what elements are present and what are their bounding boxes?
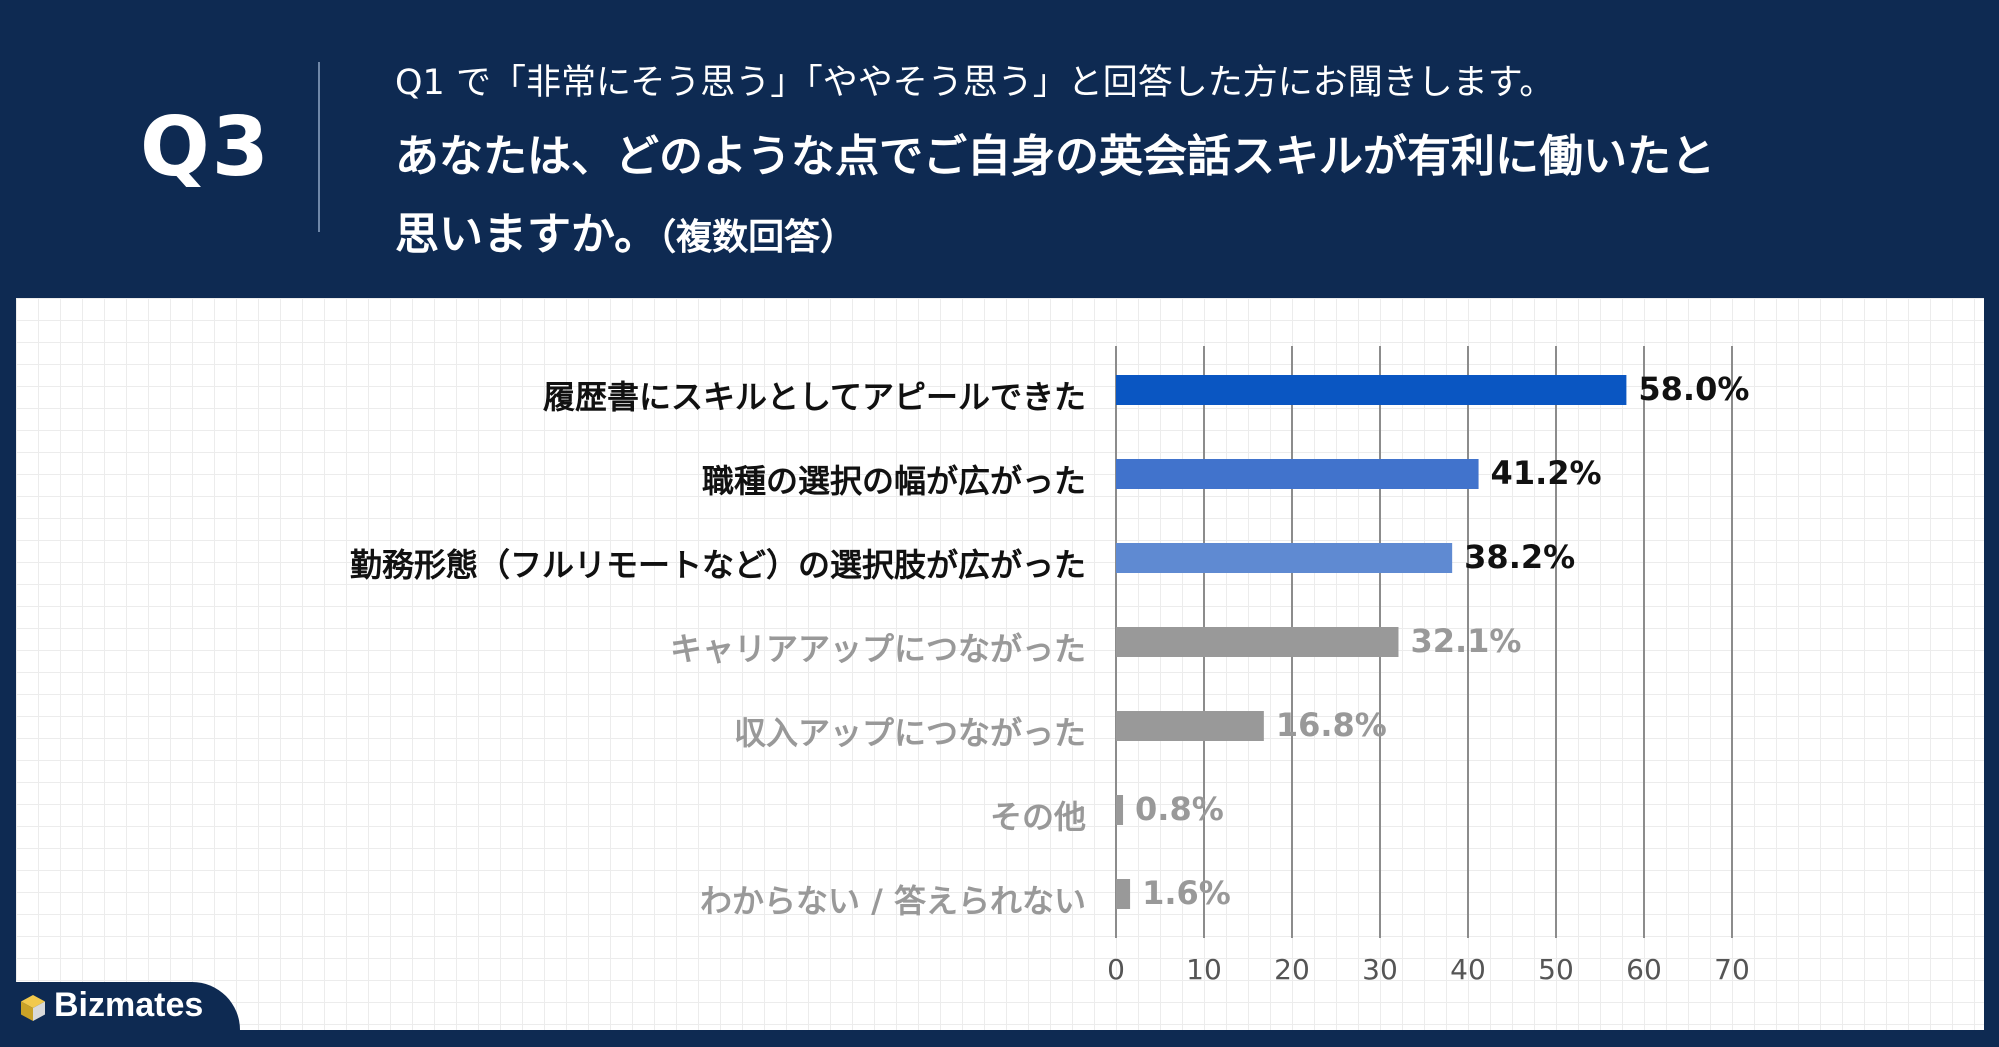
x-tick-label: 30 [1362, 953, 1398, 986]
data-label: 16.8% [1276, 706, 1387, 744]
bar [1116, 543, 1453, 573]
data-label: 38.2% [1464, 538, 1575, 576]
chart-panel: 0 10 20 30 40 50 60 70 履歴書にスキルとしてアピールできた 58.0% 職種の… [16, 298, 1984, 1030]
x-tick-label: 50 [1538, 953, 1574, 986]
question-note: （複数回答） [658, 217, 857, 258]
bar [1116, 375, 1627, 405]
category-label: キャリアアップにつながった [670, 630, 1086, 668]
x-tick-label: 10 [1186, 953, 1222, 986]
question-number: Q3 [140, 100, 271, 195]
question-subtitle: Q1 で「非常にそう思う」「ややそう思う」と回答した方にお聞きします。 [395, 63, 1555, 103]
category-label: わからない / 答えられない [700, 882, 1086, 920]
x-tick-label: 0 [1107, 953, 1125, 986]
x-tick-label: 20 [1274, 953, 1310, 986]
bar-chart: 0 10 20 30 40 50 60 70 履歴書にスキルとしてアピールできた 58.0% 職種の… [350, 346, 1750, 986]
bar [1116, 879, 1131, 909]
category-label: その他 [990, 798, 1086, 836]
question-line-2: 思いますか。 [395, 209, 659, 260]
x-tick-label: 60 [1626, 953, 1662, 986]
category-label: 収入アップにつながった [734, 714, 1086, 752]
category-label: 職種の選択の幅が広がった [702, 462, 1086, 500]
header-divider [318, 62, 320, 232]
category-label: 勤務形態（フルリモートなど）の選択肢が広がった [350, 546, 1086, 584]
question-title: あなたは、どのような点でご自身の英会話スキルが有利に働いたと 思いますか。（複数… [395, 118, 1955, 277]
data-label: 1.6% [1142, 874, 1231, 912]
bar [1116, 627, 1399, 657]
x-tick-label: 40 [1450, 953, 1486, 986]
bar [1116, 711, 1264, 741]
brand-name: Bizmates [54, 986, 204, 1024]
data-label: 0.8% [1135, 790, 1224, 828]
cube-icon [21, 995, 45, 1021]
category-label: 履歴書にスキルとしてアピールできた [543, 378, 1086, 416]
data-label: 41.2% [1491, 454, 1602, 492]
data-label: 32.1% [1410, 622, 1521, 660]
x-tick-label: 70 [1714, 953, 1750, 986]
data-label: 58.0% [1638, 370, 1749, 408]
bar [1116, 459, 1479, 489]
header: Q3 Q1 で「非常にそう思う」「ややそう思う」と回答した方にお聞きします。 あ… [0, 0, 1999, 296]
bar [1116, 795, 1124, 825]
brand-logo: Bizmates [0, 982, 240, 1030]
question-line-1: あなたは、どのような点でご自身の英会話スキルが有利に働いたと [395, 131, 1715, 182]
